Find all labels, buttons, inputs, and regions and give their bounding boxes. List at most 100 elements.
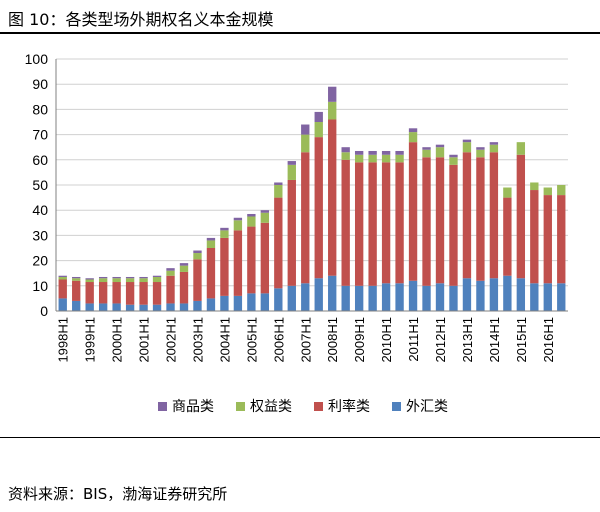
bar-segment-利率类-2008H1 — [328, 119, 337, 276]
bar-segment-外汇类-1998H1 — [58, 298, 67, 311]
bar-segment-商品类-2008H1 — [328, 86, 337, 102]
bar-segment-外汇类-2013H2 — [476, 280, 485, 311]
stacked-bar-chart: 0 10 20 30 40 50 60 70 80 90 100 1998H1 1999H1 2000H… — [25, 51, 568, 415]
legend-swatch-权益类 — [236, 402, 245, 411]
x-tick-label: 2001H1 — [137, 317, 152, 363]
bar-segment-利率类-2011H1 — [408, 142, 418, 281]
bar-segment-权益类-2001H2 — [152, 276, 162, 283]
bar-segment-权益类-2010H2 — [395, 154, 404, 163]
bar-segment-商品类-2004H2 — [233, 217, 243, 221]
bar-segment-外汇类-2014H2 — [503, 275, 512, 311]
bar-segment-外汇类-2012H1 — [435, 283, 445, 311]
bar-segment-利率类-2011H2 — [422, 157, 431, 286]
source-note: 资料来源：BIS，渤海证券研究所 — [8, 485, 228, 503]
x-tick-label: 2005H1 — [244, 317, 259, 363]
bar-segment-权益类-2015H2 — [530, 182, 539, 191]
bar-segment-利率类-2009H1 — [354, 162, 364, 286]
bar-segment-商品类-2010H1 — [381, 150, 391, 155]
bar-segment-利率类-2002H1 — [166, 275, 175, 304]
bar-segment-外汇类-2012H2 — [449, 285, 458, 311]
bar-segment-权益类-2012H1 — [435, 147, 445, 158]
bar-segment-外汇类-1998H2 — [72, 300, 81, 311]
bar-segment-利率类-2003H1 — [193, 259, 202, 301]
bar-segment-利率类-2002H2 — [179, 271, 189, 304]
bar-segment-商品类-2012H2 — [449, 154, 458, 158]
y-tick-label: 90 — [32, 76, 48, 92]
bar-segment-权益类-2013H1 — [462, 142, 472, 153]
bar-segment-外汇类-2004H1 — [220, 295, 229, 311]
x-tick-label: 2012H1 — [433, 317, 448, 363]
bar-segment-外汇类-2001H2 — [152, 304, 162, 311]
bar-segment-外汇类-2008H1 — [328, 275, 337, 311]
x-tick-label: 2010H1 — [379, 317, 394, 363]
bar-segment-利率类-2001H1 — [139, 282, 148, 305]
bar-segment-外汇类-2002H2 — [179, 303, 189, 311]
bar-segment-权益类-2015H1 — [516, 142, 526, 155]
x-tick-label: 2000H1 — [110, 317, 125, 363]
bar-segment-外汇类-2009H2 — [368, 285, 377, 311]
legend-label-权益类: 权益类 — [250, 399, 292, 415]
bar-segment-权益类-2008H1 — [328, 101, 337, 120]
bars — [58, 86, 566, 311]
legend-label-外汇类: 外汇类 — [406, 399, 448, 415]
x-tick-label: 2011H1 — [406, 317, 421, 362]
bar-segment-权益类-2014H2 — [503, 187, 512, 198]
legend: 商品类 权益类 利率类 外汇类 — [158, 398, 448, 415]
bar-segment-商品类-2002H1 — [166, 268, 175, 271]
bar-segment-利率类-2013H1 — [462, 152, 472, 279]
bar-segment-利率类-1999H2 — [98, 282, 108, 304]
bar-segment-权益类-2002H1 — [166, 270, 175, 276]
bar-segment-权益类-2014H1 — [489, 144, 499, 153]
bar-segment-商品类-2009H2 — [368, 150, 377, 155]
x-tick-label: 2015H1 — [514, 317, 529, 363]
bar-segment-外汇类-2006H1 — [274, 288, 283, 311]
bar-segment-商品类-2000H1 — [112, 276, 121, 279]
bar-segment-外汇类-2015H2 — [530, 283, 539, 311]
bar-segment-外汇类-2000H2 — [125, 304, 135, 311]
bar-segment-商品类-2001H1 — [139, 276, 148, 279]
bar-segment-商品类-2012H1 — [435, 144, 445, 148]
bar-segment-权益类-2006H2 — [287, 164, 296, 180]
bar-segment-外汇类-2015H1 — [516, 278, 526, 311]
x-tick-label: 2003H1 — [190, 317, 205, 363]
bar-segment-商品类-2010H2 — [395, 150, 404, 155]
bar-segment-权益类-2011H1 — [408, 132, 418, 143]
bar-segment-外汇类-1999H2 — [98, 303, 108, 311]
bar-segment-商品类-2013H1 — [462, 139, 472, 143]
legend-swatch-利率类 — [314, 402, 323, 411]
bar-segment-利率类-2006H1 — [274, 197, 283, 289]
bar-segment-商品类-2005H1 — [247, 213, 256, 217]
bar-segment-商品类-1998H1 — [58, 275, 67, 277]
bar-segment-商品类-2002H2 — [179, 263, 189, 266]
y-tick-label: 0 — [40, 303, 48, 319]
top-rule — [0, 32, 600, 34]
bar-segment-外汇类-2014H1 — [489, 278, 499, 311]
bar-segment-利率类-2000H2 — [125, 282, 135, 305]
bar-segment-权益类-2009H1 — [354, 154, 364, 163]
legend-label-利率类: 利率类 — [328, 398, 370, 415]
bar-segment-利率类-1999H1 — [85, 282, 94, 304]
bar-segment-权益类-2008H2 — [341, 152, 350, 160]
bar-segment-利率类-2000H1 — [112, 282, 121, 304]
bar-segment-权益类-2007H1 — [301, 134, 310, 153]
bar-segment-外汇类-2007H1 — [301, 283, 310, 311]
bar-segment-权益类-2004H2 — [233, 220, 243, 231]
bar-segment-外汇类-2000H1 — [112, 303, 121, 311]
x-tick-label: 2004H1 — [217, 317, 232, 363]
bar-segment-外汇类-2016H1 — [543, 283, 552, 311]
x-tick-label: 2002H1 — [164, 317, 179, 363]
bar-segment-商品类-2000H2 — [125, 276, 135, 279]
bar-segment-商品类-2011H2 — [422, 147, 431, 150]
y-tick-label: 70 — [32, 127, 48, 143]
bar-segment-权益类-2012H2 — [449, 157, 458, 165]
bar-segment-利率类-2015H1 — [516, 154, 526, 279]
bar-segment-权益类-2000H2 — [125, 278, 135, 283]
bar-segment-权益类-2013H2 — [476, 149, 485, 158]
bar-segment-权益类-2001H1 — [139, 278, 148, 283]
bar-segment-利率类-2004H2 — [233, 230, 243, 296]
x-tick-label: 2016H1 — [541, 317, 556, 363]
x-tick-label: 2008H1 — [325, 317, 340, 363]
bar-segment-商品类-2001H2 — [152, 275, 162, 277]
x-tick-labels: 1998H1 1999H1 2000H1 2001H1 2002H1 2003H1 2004… — [56, 317, 556, 363]
bar-segment-权益类-2016H1 — [543, 187, 552, 196]
